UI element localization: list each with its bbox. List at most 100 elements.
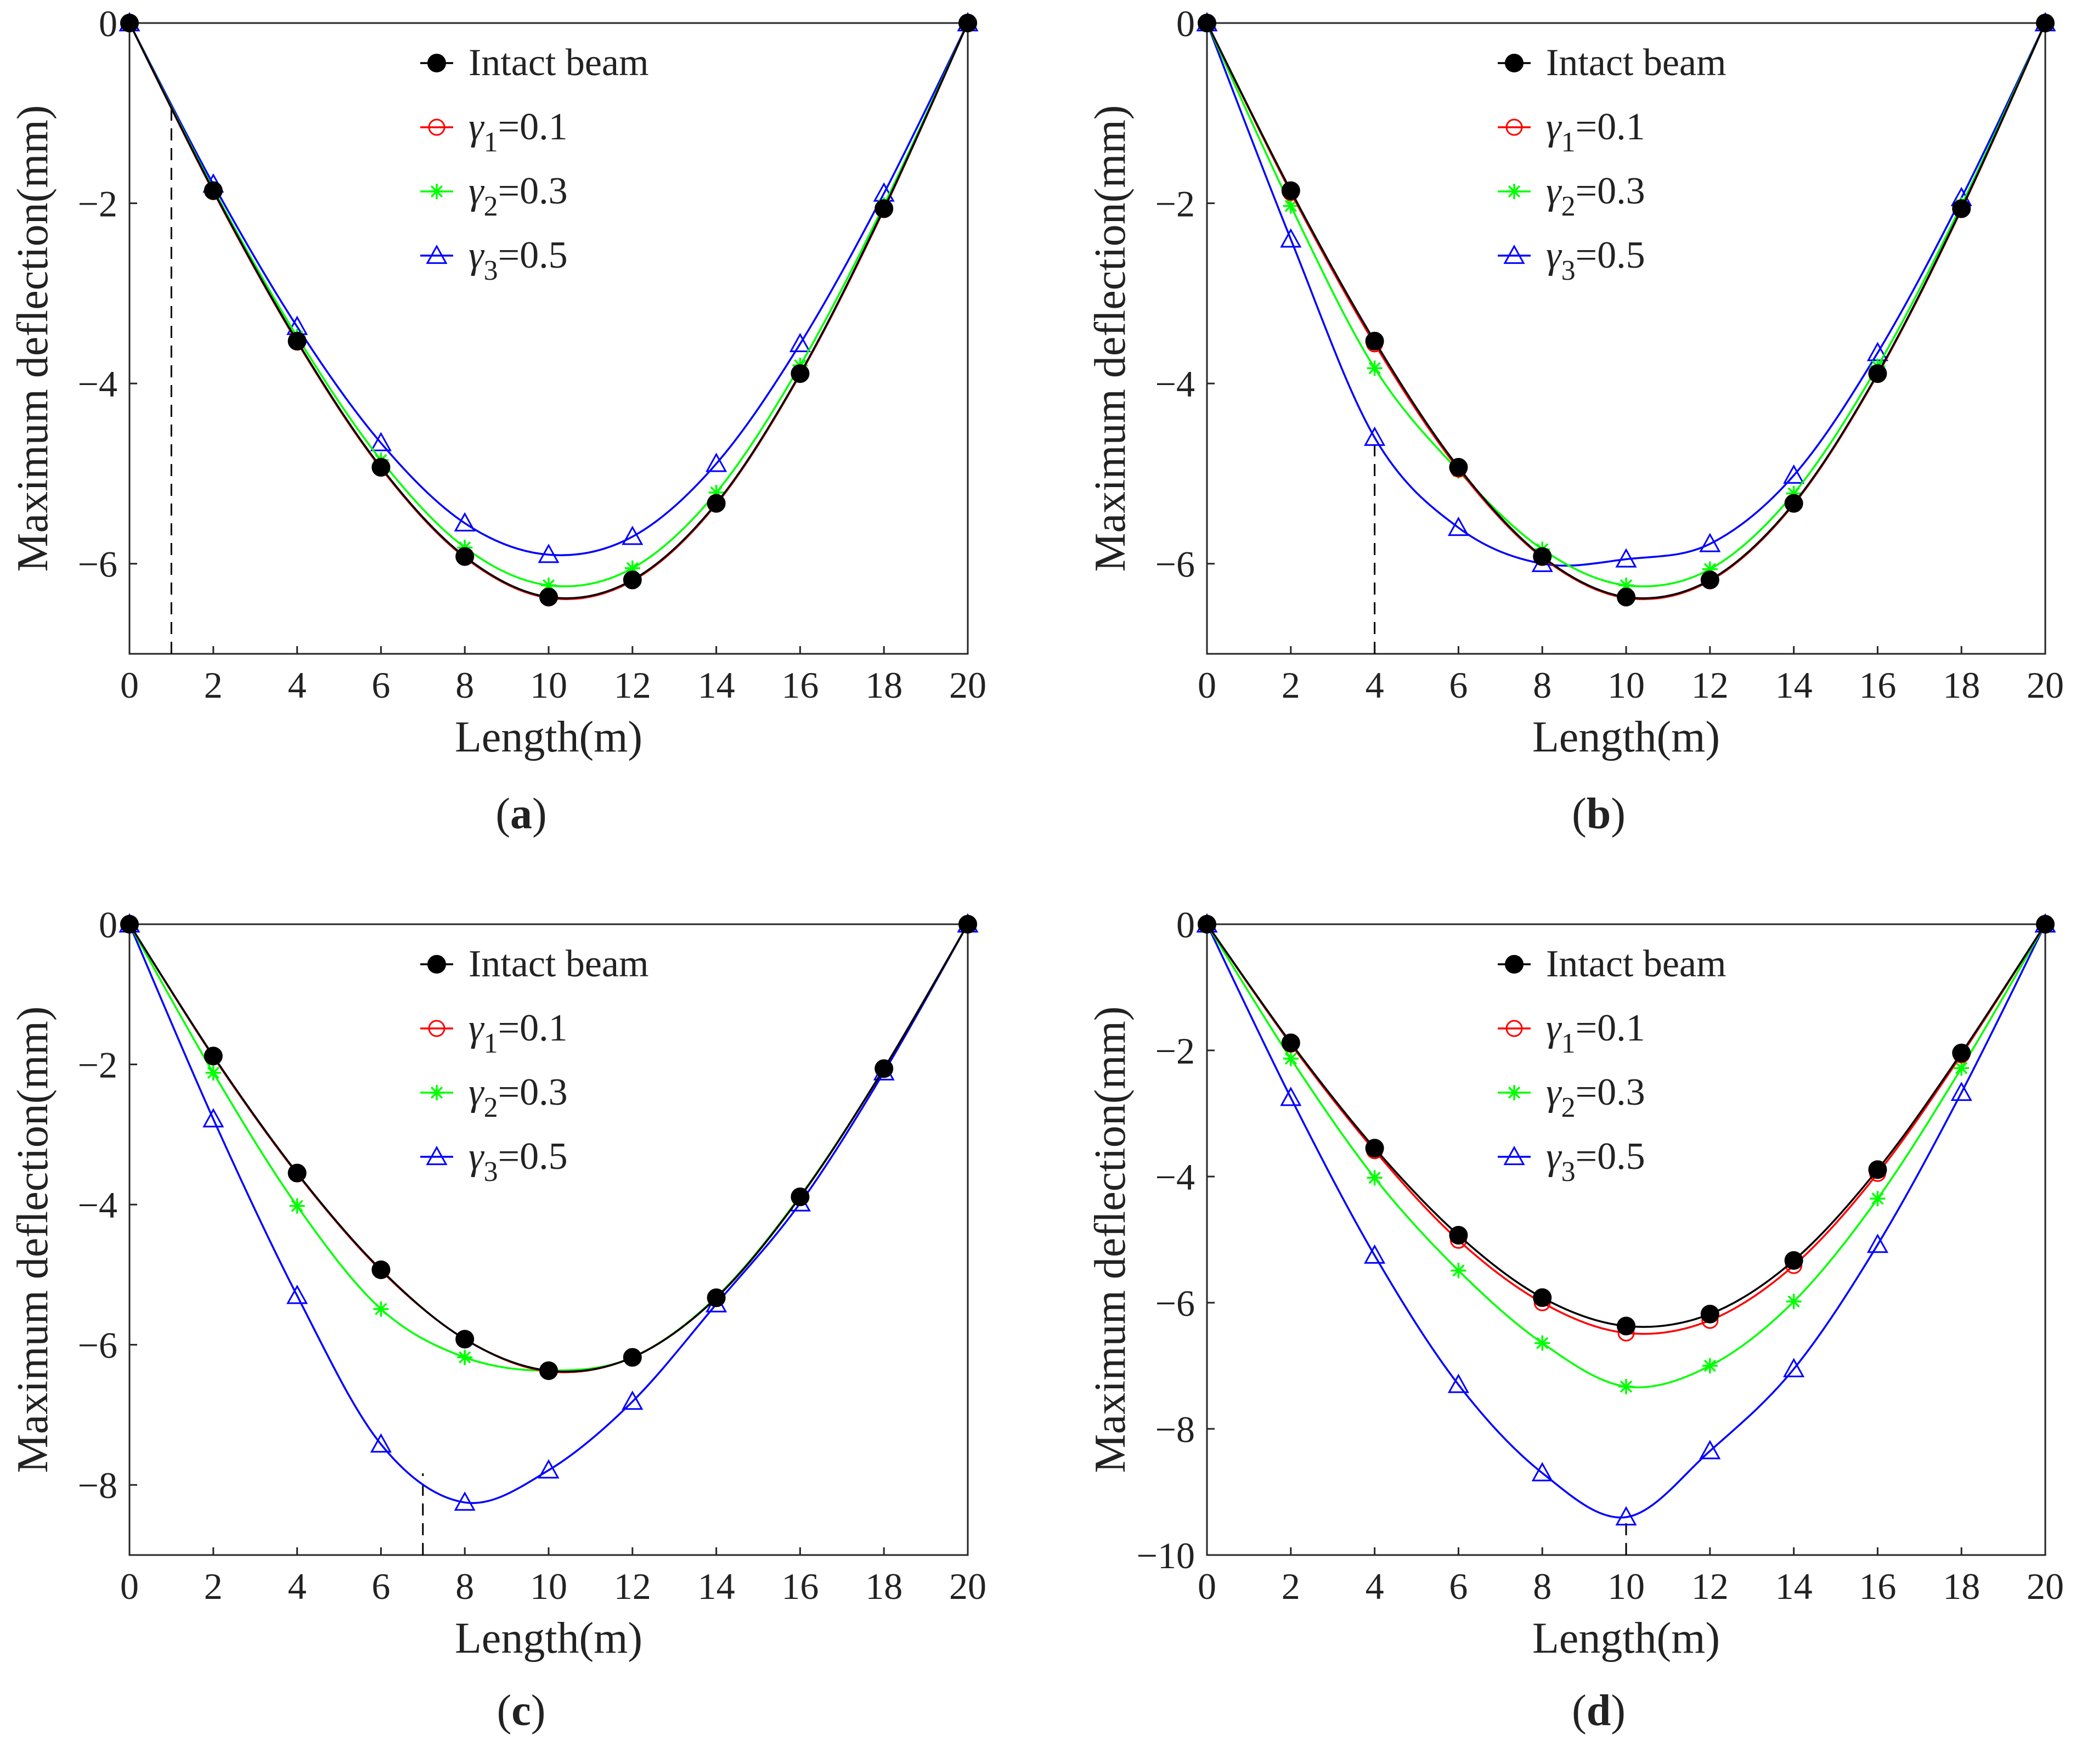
series-asterisk — [1199, 15, 2053, 593]
y-tick-label: −6 — [1155, 544, 1195, 585]
legend-marker — [1505, 54, 1524, 72]
legend-label: Intact beam — [1546, 943, 1726, 985]
legend-label: γ1=0.1 — [1546, 1007, 1645, 1059]
data-point — [455, 1330, 475, 1349]
data-point — [205, 1065, 221, 1081]
data-point — [457, 1349, 473, 1365]
x-tick-label: 18 — [1943, 664, 1980, 706]
data-point — [789, 332, 811, 352]
legend-marker — [1505, 955, 1524, 974]
legend-marker — [426, 244, 448, 264]
x-tick-label: 20 — [2027, 1565, 2064, 1607]
series-filled-circle — [120, 14, 977, 607]
x-tick-label: 10 — [530, 664, 567, 706]
legend: Intact beam γ1=0.1 γ2=0.3 γ3=0.5 — [420, 42, 648, 286]
x-tick-label: 16 — [1859, 664, 1896, 706]
legend-label: γ3=0.5 — [469, 234, 568, 286]
legend-item: γ3=0.5 — [1498, 234, 1645, 286]
data-point — [1447, 1373, 1469, 1393]
data-point — [791, 1188, 810, 1207]
data-point — [1700, 570, 1719, 590]
legend-label: γ2=0.3 — [469, 170, 568, 222]
data-point — [2036, 14, 2055, 32]
x-tick-label: 6 — [371, 1565, 390, 1607]
data-point — [455, 547, 475, 566]
data-point — [1700, 1304, 1719, 1324]
x-tick-label: 8 — [1533, 1565, 1552, 1607]
legend-marker — [1507, 184, 1522, 199]
data-point — [454, 512, 476, 532]
data-point — [1699, 533, 1721, 552]
x-tick-label: 16 — [781, 1565, 819, 1607]
series-open-circle — [1198, 14, 2054, 607]
y-axis-label: Maximum deflection(mm) — [1086, 1007, 1135, 1473]
series-asterisk — [122, 15, 975, 593]
legend-label: γ3=0.5 — [469, 1135, 568, 1188]
data-point — [875, 1059, 894, 1078]
chart-panel-a: 0 2 4 6 8 10 12 14 16 18 20 0 −2 −4 −6 Length(m) Maximum… — [9, 3, 986, 838]
data-point — [622, 525, 644, 545]
legend-item: γ2=0.3 — [420, 170, 568, 222]
legend-item: γ1=0.1 — [420, 1007, 568, 1059]
x-tick-label: 20 — [949, 1565, 986, 1607]
x-tick-label: 18 — [865, 1565, 902, 1607]
x-tick-label: 6 — [1449, 664, 1468, 706]
data-point — [1950, 1081, 1972, 1101]
x-tick-label: 14 — [1775, 664, 1813, 706]
data-point — [623, 1348, 642, 1367]
data-point — [1451, 1263, 1466, 1279]
legend-item: Intact beam — [420, 42, 648, 84]
data-point — [706, 453, 727, 472]
y-tick-label: −2 — [78, 1044, 117, 1086]
x-tick-label: 4 — [1366, 1565, 1384, 1607]
legend-item: γ1=0.1 — [1498, 106, 1645, 158]
data-point — [622, 1390, 644, 1410]
x-tick-label: 20 — [2027, 664, 2064, 706]
legend-marker — [429, 1085, 444, 1100]
data-point — [539, 587, 558, 607]
data-point — [707, 494, 726, 513]
legend-label: γ2=0.3 — [469, 1071, 568, 1123]
data-point — [1283, 198, 1299, 214]
data-point — [538, 544, 560, 563]
legend-label: γ3=0.5 — [1546, 234, 1645, 286]
y-tick-label: −8 — [1155, 1409, 1195, 1450]
series-line — [1206, 22, 2046, 567]
data-point — [1783, 1358, 1805, 1377]
data-point — [1198, 14, 1216, 32]
legend: Intact beam γ1=0.1 γ2=0.3 γ3=0.5 — [420, 943, 648, 1188]
series-line — [128, 924, 969, 1504]
legend-item: γ1=0.1 — [420, 106, 568, 158]
x-axis-label: Length(m) — [455, 1614, 642, 1663]
data-point — [1617, 587, 1635, 607]
data-point — [1615, 1506, 1637, 1526]
x-tick-label: 4 — [288, 1565, 307, 1607]
data-point — [623, 570, 642, 590]
data-point — [1617, 1316, 1635, 1336]
data-point — [1364, 426, 1386, 446]
y-tick-label: −6 — [78, 1325, 117, 1366]
x-tick-label: 10 — [530, 1565, 567, 1607]
data-point — [1702, 1358, 1718, 1373]
data-point — [1866, 1234, 1888, 1253]
y-tick-label: −4 — [1155, 363, 1195, 405]
y-tick-label: −2 — [1155, 183, 1195, 225]
data-point — [370, 1433, 392, 1453]
legend-marker — [1503, 1145, 1525, 1166]
data-point — [202, 1108, 224, 1128]
data-point — [1868, 1160, 1887, 1179]
data-point — [1615, 548, 1637, 568]
data-point — [287, 1163, 307, 1183]
y-tick-label: −4 — [78, 363, 117, 405]
x-tick-label: 18 — [1943, 1565, 1980, 1607]
x-tick-label: 8 — [455, 1565, 474, 1607]
data-point — [1365, 1139, 1384, 1158]
series-line — [128, 22, 969, 556]
data-point — [454, 1491, 476, 1511]
x-axis-label: Length(m) — [1532, 1614, 1720, 1663]
chart-panel-c: 0 2 4 6 8 10 12 14 16 18 20 0 −2 −4 −6 −8 Length(m) Maxim… — [9, 904, 986, 1735]
data-point — [1533, 547, 1552, 566]
data-point — [1699, 1440, 1721, 1460]
legend-label: Intact beam — [469, 42, 648, 84]
